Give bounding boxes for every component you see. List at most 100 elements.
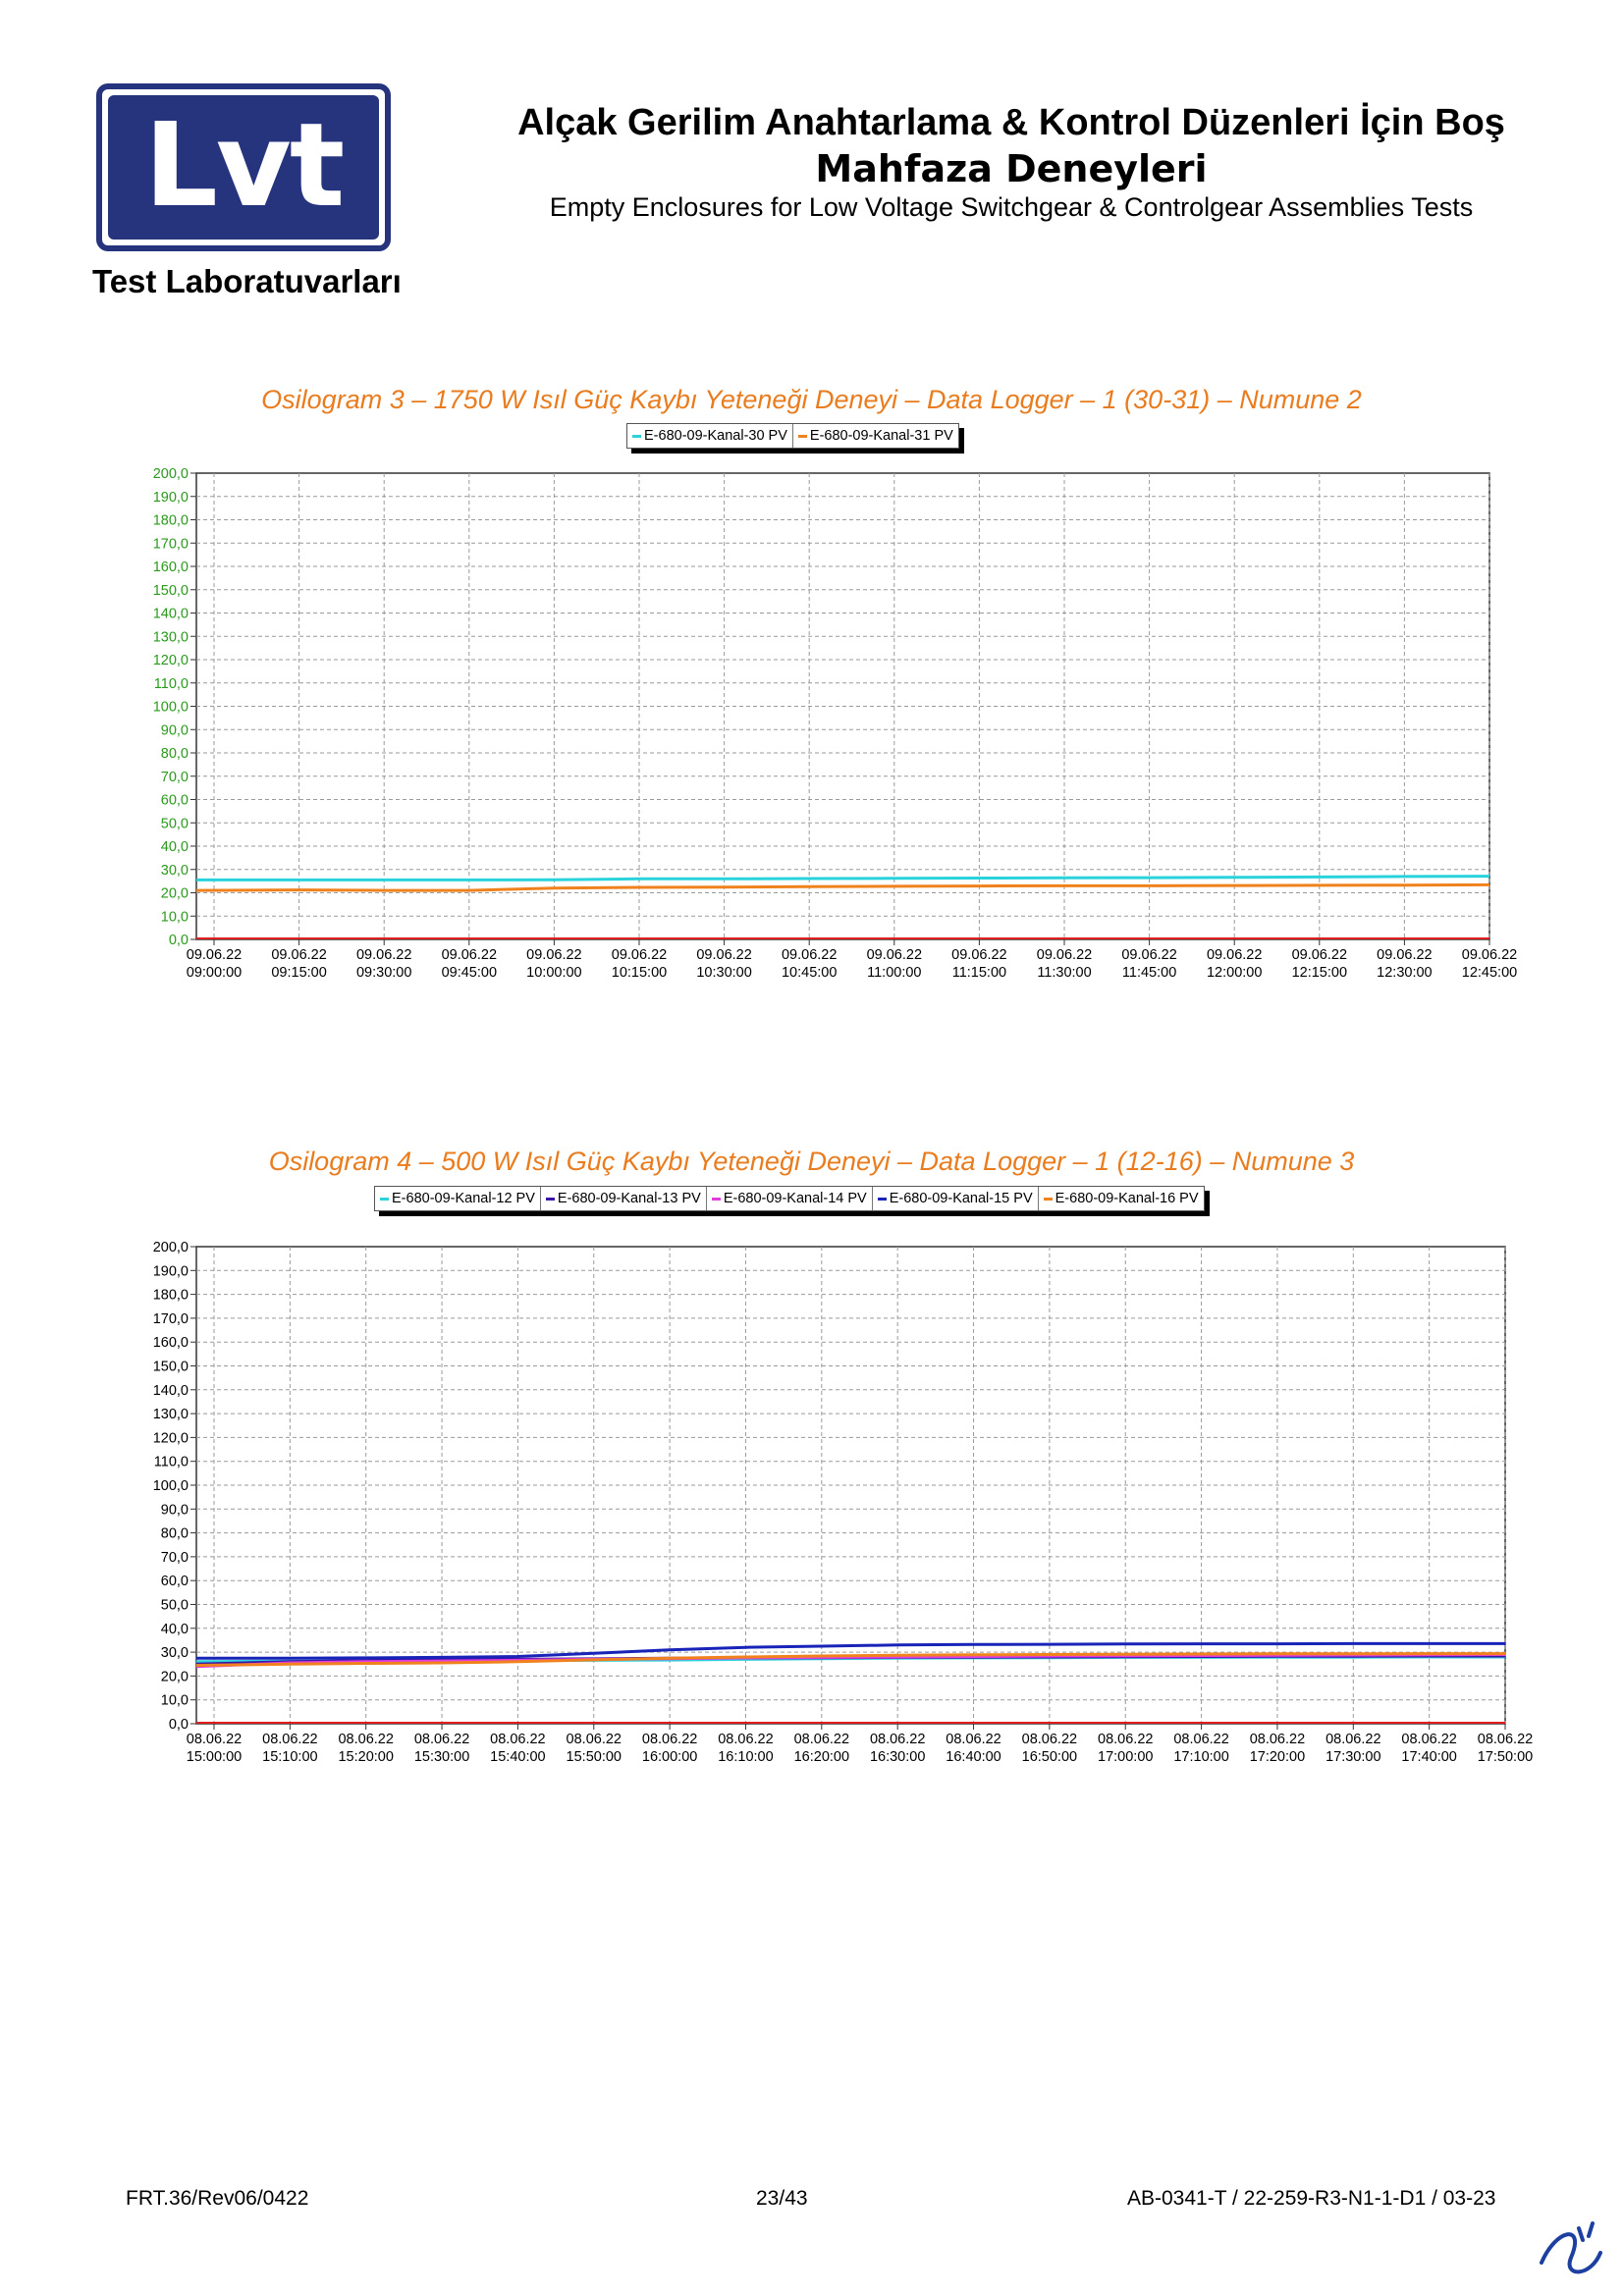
page-title-line1: Alçak Gerilim Anahtarlama & Kontrol Düze… [517, 102, 1505, 143]
x-tick-label-time: 09:45:00 [442, 965, 497, 981]
y-tick-label: 90,0 [161, 722, 189, 738]
y-tick-label: 90,0 [161, 1502, 189, 1518]
y-tick-label: 130,0 [153, 1407, 189, 1422]
x-tick-label-time: 11:15:00 [952, 965, 1006, 981]
x-tick-label-date: 08.06.22 [1098, 1732, 1153, 1747]
x-tick-label-date: 08.06.22 [1022, 1732, 1077, 1747]
x-tick-label-date: 09.06.22 [356, 947, 411, 963]
x-tick-label-date: 08.06.22 [338, 1732, 393, 1747]
legend-item: E-680-09-Kanal-30 PV [627, 424, 793, 448]
x-tick-label-date: 09.06.22 [1207, 947, 1262, 963]
x-tick-label-date: 09.06.22 [1462, 947, 1517, 963]
x-tick-label-time: 10:45:00 [782, 965, 837, 981]
x-tick-label-date: 08.06.22 [1401, 1732, 1456, 1747]
y-tick-label: 50,0 [161, 816, 189, 831]
y-tick-label: 190,0 [153, 1263, 189, 1279]
page-number: 23/43 [756, 2187, 808, 2210]
x-tick-label-time: 09:00:00 [187, 965, 242, 981]
legend-item: E-680-09-Kanal-14 PV [707, 1187, 873, 1210]
x-tick-label-time: 11:00:00 [867, 965, 921, 981]
y-tick-label: 160,0 [153, 560, 189, 575]
y-tick-label: 70,0 [161, 770, 189, 785]
x-tick-label-date: 09.06.22 [526, 947, 581, 963]
x-tick-label-time: 16:50:00 [1022, 1749, 1077, 1765]
series-line [195, 882, 1490, 892]
chart-2-title: Osilogram 4 – 500 W Isıl Güç Kaybı Yeten… [268, 1147, 1355, 1176]
y-tick-label: 50,0 [161, 1598, 189, 1614]
x-tick-label-date: 09.06.22 [867, 947, 922, 963]
x-tick-label-time: 12:15:00 [1292, 965, 1347, 981]
y-tick-label: 30,0 [161, 863, 189, 879]
y-tick-label: 100,0 [153, 1478, 189, 1494]
y-tick-label: 140,0 [153, 607, 189, 622]
y-tick-label: 110,0 [154, 676, 189, 692]
chart-2-legend: E-680-09-Kanal-12 PV E-680-09-Kanal-13 PV… [374, 1186, 1205, 1211]
x-tick-label-date: 09.06.22 [612, 947, 667, 963]
x-tick-label-time: 15:50:00 [567, 1749, 622, 1765]
x-tick-label-time: 17:00:00 [1098, 1749, 1153, 1765]
chart-1-legend: E-680-09-Kanal-30 PV E-680-09-Kanal-31 PV [626, 423, 959, 449]
y-tick-label: 130,0 [153, 629, 189, 645]
x-tick-label-date: 09.06.22 [951, 947, 1006, 963]
y-tick-label: 170,0 [153, 1311, 189, 1327]
y-tick-label: 120,0 [153, 653, 189, 668]
legend-item: E-680-09-Kanal-16 PV [1039, 1187, 1204, 1210]
legend-label: E-680-09-Kanal-14 PV [723, 1191, 867, 1206]
legend-swatch [877, 1197, 887, 1201]
x-tick-label-time: 09:15:00 [271, 965, 326, 981]
y-tick-label: 10,0 [161, 1693, 189, 1709]
y-tick-label: 200,0 [153, 466, 189, 482]
x-tick-label-date: 08.06.22 [794, 1732, 849, 1747]
x-tick-label-date: 09.06.22 [187, 947, 242, 963]
x-tick-label-time: 16:20:00 [794, 1749, 849, 1765]
signature [1540, 2221, 1602, 2274]
legend-swatch [797, 434, 807, 438]
x-tick-label-time: 17:40:00 [1401, 1749, 1456, 1765]
x-tick-label-time: 16:30:00 [870, 1749, 925, 1765]
x-tick-label-time: 15:00:00 [187, 1749, 242, 1765]
x-tick-label-time: 11:45:00 [1122, 965, 1176, 981]
x-tick-label-time: 10:30:00 [696, 965, 751, 981]
x-tick-label-time: 17:10:00 [1173, 1749, 1228, 1765]
x-tick-label-time: 17:50:00 [1478, 1749, 1533, 1765]
x-tick-label-time: 10:00:00 [526, 965, 581, 981]
legend-label: E-680-09-Kanal-31 PV [809, 428, 953, 444]
x-tick-label-date: 08.06.22 [1478, 1732, 1533, 1747]
legend-label: E-680-09-Kanal-15 PV [889, 1191, 1033, 1206]
y-tick-label: 10,0 [161, 909, 189, 925]
logo-mark: Lvt [108, 95, 379, 240]
report-number: AB-0341-T / 22-259-R3-N1-1-D1 / 03-23 [1127, 2187, 1496, 2210]
y-tick-label: 120,0 [153, 1430, 189, 1446]
y-tick-label: 0,0 [169, 1717, 189, 1733]
y-tick-label: 110,0 [154, 1455, 189, 1470]
x-tick-label-date: 08.06.22 [490, 1732, 545, 1747]
y-tick-label: 20,0 [161, 1669, 189, 1684]
y-tick-label: 60,0 [161, 793, 189, 809]
chart-1-plot: 200,0 190,0 180,0 170,0 160,0 150,0 140,0 130,0… [153, 466, 1518, 981]
y-tick-label: 140,0 [153, 1383, 189, 1399]
y-tick-label: 170,0 [153, 536, 189, 552]
x-tick-label-date: 09.06.22 [1377, 947, 1432, 963]
x-tick-label-time: 10:15:00 [612, 965, 667, 981]
logo: Lvt [96, 83, 391, 251]
chart-2-plot: 200,0 190,0 180,0 170,0 160,0 150,0 140,0 130,0… [153, 1240, 1534, 1765]
y-tick-label: 150,0 [153, 1360, 189, 1375]
legend-item: E-680-09-Kanal-13 PV [541, 1187, 707, 1210]
legend-label: E-680-09-Kanal-12 PV [392, 1191, 535, 1206]
x-tick-label-time: 15:40:00 [490, 1749, 545, 1765]
x-tick-label-time: 12:00:00 [1207, 965, 1262, 981]
legend-item: E-680-09-Kanal-31 PV [793, 424, 958, 448]
x-tick-label-date: 09.06.22 [1037, 947, 1092, 963]
legend-label: E-680-09-Kanal-30 PV [644, 428, 787, 444]
legend-swatch [711, 1197, 721, 1201]
x-tick-label-date: 08.06.22 [262, 1732, 317, 1747]
x-tick-label-date: 09.06.22 [696, 947, 751, 963]
x-tick-label-date: 08.06.22 [187, 1732, 242, 1747]
x-tick-label-time: 16:00:00 [642, 1749, 697, 1765]
page-title-line2: Mahfaza Deneyleri [815, 147, 1208, 190]
y-tick-label: 40,0 [161, 839, 189, 855]
form-code: FRT.36/Rev06/0422 [126, 2187, 309, 2210]
x-tick-label-time: 11:30:00 [1037, 965, 1091, 981]
y-tick-label: 160,0 [153, 1335, 189, 1351]
x-tick-label-date: 09.06.22 [442, 947, 497, 963]
